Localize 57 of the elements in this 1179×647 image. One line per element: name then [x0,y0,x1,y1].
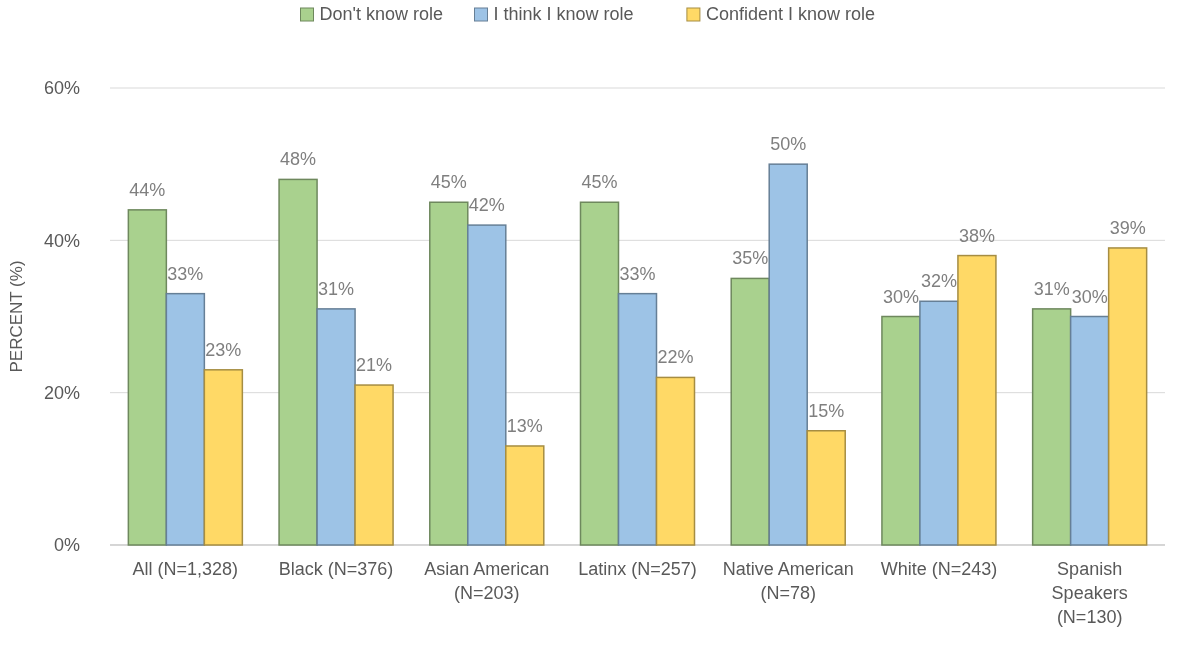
data-label: 22% [657,347,694,368]
y-tick-label: 60% [43,78,80,99]
bar [203,369,244,546]
bar [1069,315,1110,546]
bar [467,224,507,546]
data-label: 38% [958,225,995,246]
data-label: 23% [205,339,242,360]
x-tick-label: Native American (N=78) [722,559,854,603]
data-label: 50% [770,134,807,155]
bar [768,163,808,546]
data-label: 31% [318,278,355,299]
data-label: 48% [280,149,317,170]
y-tick-label: 20% [43,382,80,403]
bar [354,384,394,546]
data-label: 30% [882,286,919,307]
data-label: 31% [1033,278,1070,299]
x-tick-label: Black (N=376) [278,559,394,579]
x-tick-label: Spanish Speakers (N=130) [1051,559,1128,627]
data-label: 42% [468,195,505,216]
data-label: 30% [1071,286,1108,307]
y-tick-label: 0% [53,535,80,556]
bar [1031,308,1072,546]
x-tick-label: Latinx (N=257) [578,559,697,579]
bar [579,201,620,546]
data-label: 44% [129,179,166,200]
x-tick-label: White (N=243) [880,559,998,579]
data-label: 13% [506,415,543,436]
bar [505,445,545,546]
bar [165,292,206,546]
legend-label: I think I know role [493,4,634,24]
bar [957,254,997,546]
bar [919,300,959,546]
bar [655,376,696,546]
data-label: 39% [1109,217,1146,238]
data-label: 21% [356,355,393,376]
data-label: 32% [920,271,957,292]
bar [806,430,846,546]
legend-label: Don't know role [319,4,443,24]
data-label: 15% [808,400,845,421]
bar [881,315,921,546]
bar [316,308,356,546]
y-tick-label: 40% [43,230,80,251]
bar [127,209,168,546]
data-label: 45% [581,172,618,193]
x-tick-label: All (N=1,328) [132,559,239,579]
bar [730,277,770,546]
data-label: 45% [430,172,467,193]
data-label: 33% [619,263,656,284]
bar [617,292,658,546]
bar [278,178,318,546]
bar [429,201,469,546]
legend-label: Confident I know role [705,4,875,24]
x-tick-label: Asian American (N=203) [424,559,550,603]
y-axis-title: PERCENT (%) [7,260,26,373]
data-label: 33% [167,263,204,284]
data-label: 35% [732,248,769,269]
bar [1107,247,1148,546]
